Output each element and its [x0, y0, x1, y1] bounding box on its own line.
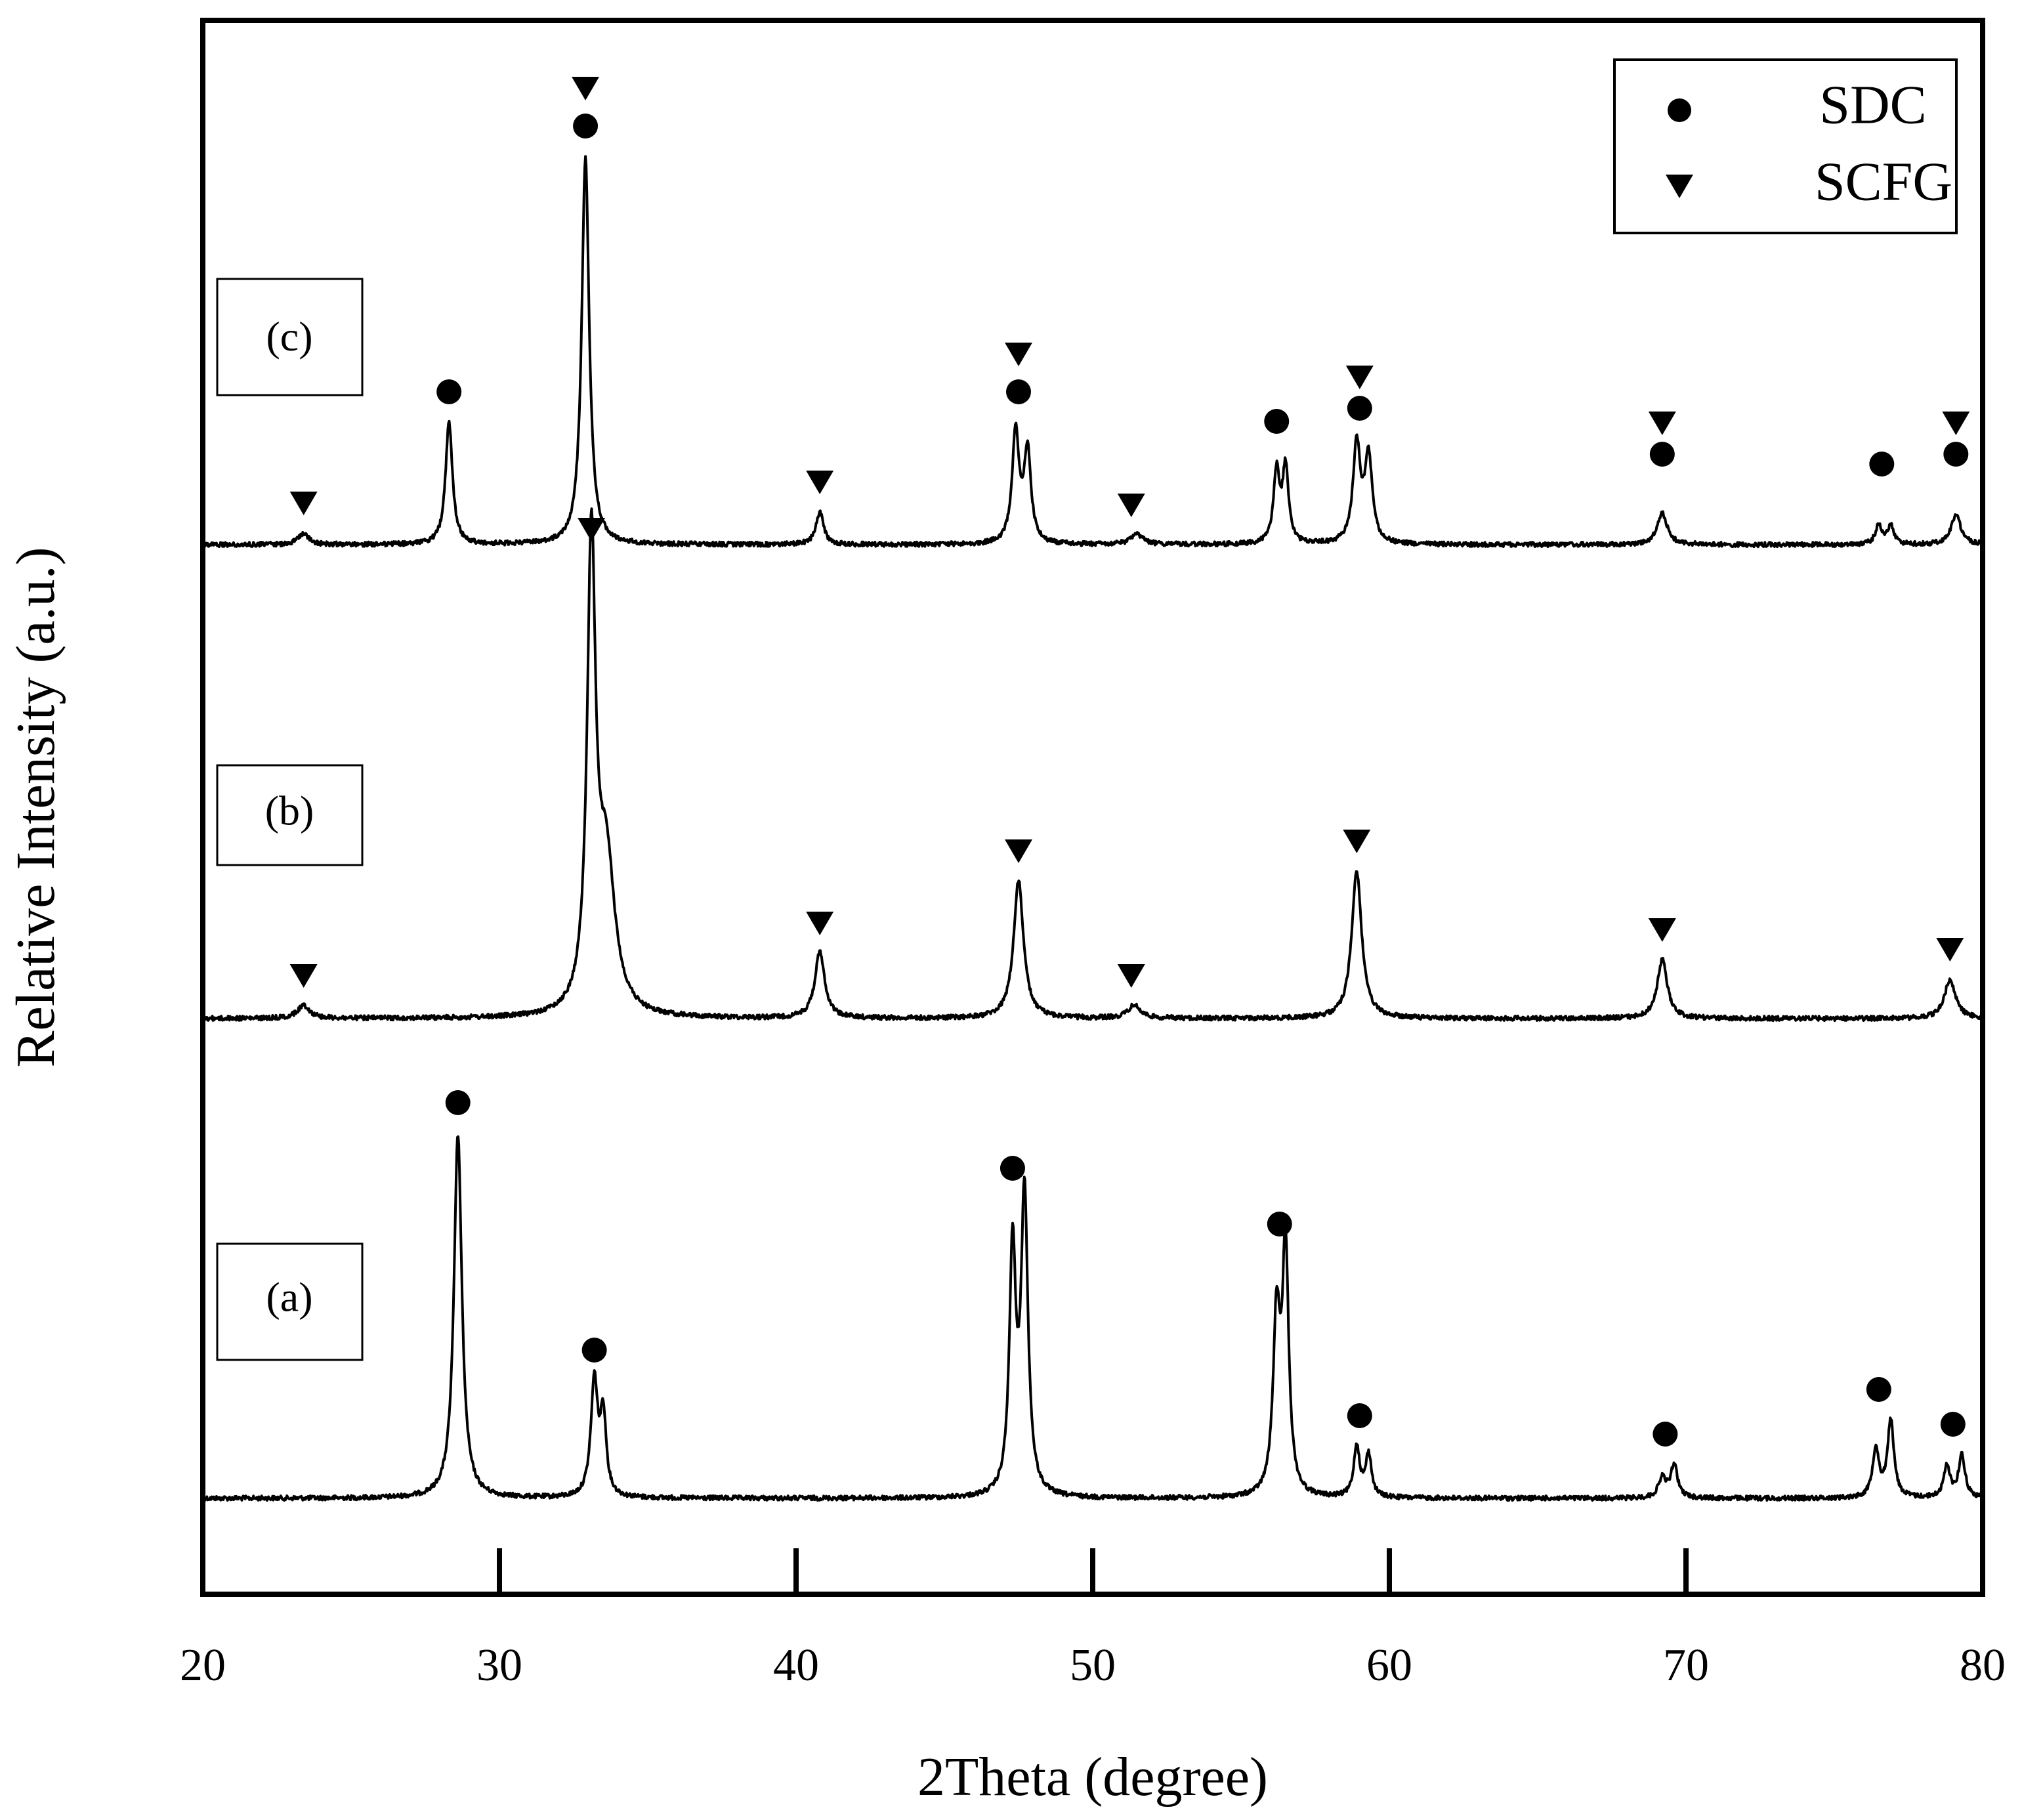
- x-tick-label: 40: [773, 1640, 819, 1691]
- scfg-peak-marker: [1005, 343, 1032, 366]
- sdc-peak-marker: [1347, 396, 1372, 421]
- scfg-peak-marker: [572, 77, 600, 100]
- series-line-a: [201, 1135, 1984, 1502]
- x-axis-label: 2Theta (degree): [917, 1746, 1268, 1808]
- x-axis-ticks: [497, 1548, 1689, 1592]
- x-tick-label: 20: [180, 1640, 226, 1691]
- sdc-peak-marker: [436, 379, 462, 404]
- sdc-peak-marker: [1940, 1412, 1966, 1437]
- sample-label-box: [216, 764, 364, 866]
- plot-frame: [200, 18, 1985, 1597]
- scfg-peak-marker: [1648, 918, 1676, 942]
- sdc-peak-marker: [1264, 409, 1290, 434]
- sdc-peak-marker: [1267, 1212, 1292, 1237]
- sample-label-text: (b): [265, 788, 314, 834]
- scfg-peak-marker: [1936, 938, 1964, 962]
- sdc-peak-marker: [1649, 442, 1675, 467]
- scfg-peak-marker: [578, 518, 606, 541]
- scfg-peak-marker: [1117, 964, 1145, 988]
- x-axis-tick-labels: 20 30 40 50 60 70 80: [180, 1640, 2006, 1691]
- sdc-peak-marker: [1000, 1156, 1025, 1181]
- sdc-peak-marker: [1869, 452, 1895, 476]
- legend-box: [1613, 58, 1958, 234]
- legend-circle-marker-icon: [1668, 98, 1691, 122]
- x-tick-label: 30: [476, 1640, 522, 1691]
- x-tick-label: 70: [1663, 1640, 1709, 1691]
- series-layer: [201, 155, 1984, 1502]
- sdc-peak-marker: [1347, 1403, 1372, 1428]
- series-line-c: [201, 155, 1983, 549]
- scfg-peak-marker: [1117, 494, 1145, 517]
- sdc-peak-marker: [581, 1338, 607, 1363]
- scfg-peak-marker: [1005, 839, 1032, 863]
- peak-markers: [289, 77, 1970, 1447]
- scfg-peak-marker: [806, 912, 834, 935]
- scfg-peak-marker: [289, 492, 318, 515]
- series-line-b: [201, 507, 1984, 1023]
- x-tick-label: 60: [1366, 1640, 1412, 1691]
- scfg-peak-marker: [806, 471, 834, 494]
- scfg-peak-marker: [1648, 412, 1676, 435]
- sdc-peak-marker: [445, 1090, 471, 1115]
- x-tick-label: 80: [1960, 1640, 2006, 1691]
- legend: SDC SCFG: [1613, 58, 1958, 234]
- sdc-peak-marker: [573, 114, 599, 138]
- scfg-peak-marker: [1345, 366, 1374, 389]
- sdc-peak-marker: [1943, 442, 1969, 467]
- scfg-peak-marker: [1343, 830, 1371, 853]
- legend-label-scfg: SCFG: [1815, 151, 1952, 212]
- y-axis-label: Relative Intensity (a.u.): [5, 547, 66, 1067]
- sample-label-text: (a): [266, 1274, 312, 1321]
- sample-label-c: (c): [216, 278, 364, 396]
- scfg-peak-marker: [1942, 412, 1970, 435]
- sdc-peak-marker: [1866, 1377, 1891, 1402]
- legend-triangle-marker-icon: [1666, 175, 1693, 198]
- sample-label-a: (a): [216, 1242, 364, 1361]
- sdc-peak-marker: [1006, 379, 1031, 404]
- sample-label-b: (b): [216, 764, 364, 866]
- sample-label-box: [216, 1242, 364, 1361]
- scfg-peak-marker: [289, 964, 318, 988]
- sample-label-box: [216, 278, 364, 396]
- legend-label-sdc: SDC: [1819, 74, 1926, 135]
- sample-label-text: (c): [266, 313, 312, 360]
- sdc-peak-marker: [1653, 1422, 1678, 1447]
- x-tick-label: 50: [1070, 1640, 1116, 1691]
